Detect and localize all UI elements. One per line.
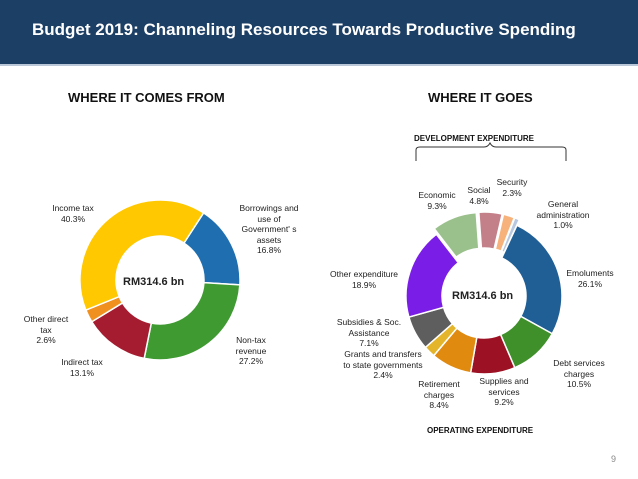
slice-income-tax — [79, 199, 205, 312]
other-expenditure-value: 18.9% — [351, 279, 377, 290]
grants-label: Grants and transfers to state government… — [340, 349, 426, 381]
indirect-name: Indirect tax — [61, 357, 103, 367]
right-chart-title: WHERE IT GOES — [428, 90, 533, 105]
security-value: 2.3% — [502, 187, 522, 198]
debt-value: 10.5% — [566, 379, 592, 389]
emoluments-name: Emoluments — [566, 268, 614, 278]
borrowings-name: Borrowings and use of Government' s asse… — [239, 203, 299, 245]
emoluments-value: 26.1% — [577, 278, 603, 289]
retirement-value: 8.4% — [429, 400, 449, 410]
grants-value: 2.4% — [373, 370, 393, 380]
other-expenditure-label: Other expenditure 18.9% — [322, 269, 406, 290]
borrowings-label: Borrowings and use of Government' s asse… — [237, 203, 301, 256]
income-name: Income tax — [52, 203, 94, 213]
debt-name: Debt services charges — [553, 358, 605, 379]
slice-social — [478, 211, 504, 251]
supplies-label: Supplies and services 9.2% — [478, 376, 530, 408]
left-chart-title: WHERE IT COMES FROM — [68, 90, 225, 105]
borrowings-value: 16.8% — [256, 245, 282, 255]
otherdirect-value: 2.6% — [36, 335, 56, 345]
economic-label: Economic 9.3% — [412, 190, 462, 211]
development-bracket — [415, 141, 567, 161]
debt-label: Debt services charges 10.5% — [543, 358, 615, 390]
other-expenditure-name: Other expenditure — [329, 269, 399, 279]
retirement-name: Retirement charges — [418, 379, 460, 400]
operating-expenditure-label: OPERATING EXPENDITURE — [427, 426, 534, 435]
grants-name: Grants and transfers to state government… — [343, 349, 423, 370]
economic-name: Economic — [418, 190, 456, 200]
development-expenditure-label: DEVELOPMENT EXPENDITURE — [414, 134, 535, 143]
otherdirect-label: Other direct tax 2.6% — [20, 314, 72, 346]
indirect-label: Indirect tax 13.1% — [52, 357, 112, 378]
title-divider — [0, 64, 638, 66]
income-donut — [79, 199, 241, 361]
social-name: Social — [467, 185, 491, 195]
indirect-value: 13.1% — [69, 367, 95, 378]
genadmin-name: General administration — [536, 199, 590, 220]
slice-economic — [433, 211, 480, 259]
social-label: Social 4.8% — [462, 185, 496, 206]
subsidies-label: Subsidies & Soc. Assistance 7.1% — [326, 317, 412, 349]
subsidies-value: 7.1% — [359, 338, 379, 348]
emoluments-label: Emoluments 26.1% — [560, 268, 620, 289]
slice-non-tax-revenue — [143, 281, 241, 361]
genadmin-value: 1.0% — [553, 220, 573, 230]
retirement-label: Retirement charges 8.4% — [414, 379, 464, 411]
page-number: 9 — [610, 454, 616, 464]
security-name: Security — [496, 177, 528, 187]
slice-general-administration — [500, 216, 521, 254]
expenditure-donut — [405, 211, 563, 375]
nontax-label: Non-tax revenue 27.2% — [226, 335, 276, 367]
right-center-label: RM314.6 bn — [452, 290, 514, 302]
page-title: Budget 2019: Channeling Resources Toward… — [32, 20, 576, 39]
slice-other-expenditure — [405, 233, 460, 319]
nontax-value: 27.2% — [238, 356, 264, 366]
genadmin-label: General administration 1.0% — [532, 199, 594, 231]
subsidies-name: Subsidies & Soc. Assistance — [336, 317, 402, 338]
security-label: Security 2.3% — [492, 177, 532, 198]
title-bar — [0, 0, 638, 64]
slice-emoluments — [500, 224, 563, 335]
income-value: 40.3% — [60, 213, 86, 224]
supplies-name: Supplies and services — [479, 376, 529, 397]
economic-value: 9.3% — [427, 200, 447, 211]
nontax-name: Non-tax revenue — [235, 335, 267, 356]
social-value: 4.8% — [469, 195, 489, 206]
supplies-value: 9.2% — [494, 397, 514, 407]
income-label: Income tax 40.3% — [48, 203, 98, 224]
otherdirect-name: Other direct tax — [23, 314, 69, 335]
left-center-label: RM314.6 bn — [123, 276, 185, 288]
